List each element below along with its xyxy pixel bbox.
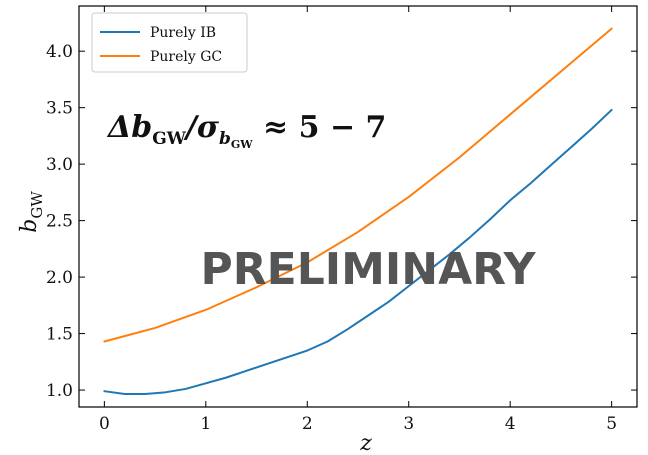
y-tick-label: 4.0 (46, 42, 73, 62)
annotation-formula: ΔbGW/σbGW ≈ 5 − 7 (106, 110, 386, 151)
y-tick-label: 1.0 (46, 381, 73, 401)
x-tick-label: 4 (505, 414, 516, 434)
series-line-purely-gc (103, 27, 613, 343)
formula-part-subsub: GW (231, 138, 253, 151)
x-tick-label: 0 (99, 414, 110, 434)
x-tick-label: 1 (200, 414, 211, 434)
y-axis-label: bGW (17, 191, 46, 233)
y-tick-label: 2.0 (46, 268, 73, 288)
y-tick-label: 3.5 (46, 99, 73, 119)
y-axis-label-sub: GW (28, 191, 46, 219)
x-tick-label: 3 (403, 414, 414, 434)
formula-part-sub1: GW (152, 129, 187, 149)
plot-frame (78, 5, 638, 408)
x-tick-label: 2 (302, 414, 313, 434)
y-tick-label: 1.5 (46, 325, 73, 345)
legend-label-ib: Purely IB (150, 25, 216, 41)
formula-part-main: Δb (106, 110, 152, 145)
x-axis-label: z (359, 431, 372, 455)
series-lines (103, 27, 613, 396)
legend: Purely IB Purely GC (91, 12, 248, 73)
series-line-purely-ib (103, 108, 613, 396)
y-axis-label-main: b (17, 219, 42, 233)
legend-box (91, 12, 248, 73)
formula-part-sub2: b (219, 129, 231, 149)
x-tick-label: 5 (606, 414, 617, 434)
legend-label-gc: Purely GC (150, 49, 222, 65)
y-tick-label: 2.5 (46, 212, 73, 232)
formula-part-mid: /σ (183, 110, 220, 145)
formula-part-end: ≈ 5 − 7 (253, 110, 387, 145)
y-tick-label: 3.0 (46, 155, 73, 175)
watermark-text: PRELIMINARY (201, 244, 537, 295)
axes: 0 1 2 3 4 5 1.0 1.5 2.0 2.5 3.0 3.5 4.0 (46, 5, 638, 434)
